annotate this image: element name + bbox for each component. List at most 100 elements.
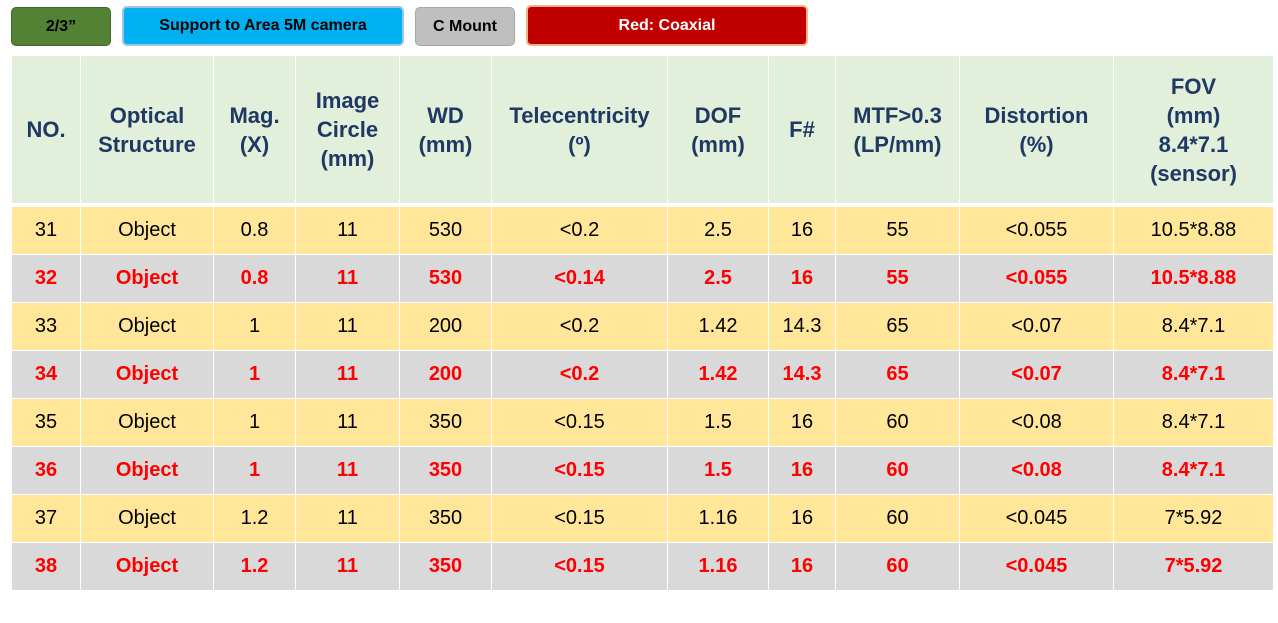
optical-structure-cell: Object (80, 302, 214, 351)
table-row: 33 Object 1 11 200 <0.2 1.42 14.3 65 <0.07 8.4*7.1 (11, 302, 1274, 351)
working-distance-cell: 200 (399, 350, 492, 399)
magnification-cell: 1 (213, 398, 296, 447)
fov-cell: 7*5.92 (1113, 494, 1274, 543)
distortion-cell: <0.045 (959, 494, 1114, 543)
no-cell: 37 (11, 494, 81, 543)
dof-cell: 1.5 (667, 398, 769, 447)
fov-cell: 8.4*7.1 (1113, 302, 1274, 351)
mtf-cell: 55 (835, 204, 960, 255)
dof-cell: 1.42 (667, 350, 769, 399)
distortion-cell: <0.07 (959, 302, 1114, 351)
telecentricity-cell: <0.15 (491, 398, 668, 447)
header-line: Optical (109, 102, 185, 128)
header-line: MTF>0.3 (853, 102, 942, 128)
magnification-cell: 1 (213, 350, 296, 399)
header-working-distance: WD (mm) (399, 55, 492, 207)
header-line: Telecentricity (509, 102, 650, 128)
working-distance-cell: 530 (399, 254, 492, 303)
image-circle-cell: 11 (295, 446, 400, 495)
working-distance-cell: 200 (399, 302, 492, 351)
fov-cell: 8.4*7.1 (1113, 350, 1274, 399)
header-distortion: Distortion (%) (959, 55, 1114, 207)
header-line: (LP/mm) (853, 131, 942, 157)
mtf-cell: 60 (835, 446, 960, 495)
header-line: (sensor) (1150, 160, 1237, 186)
header-line: (%) (1019, 131, 1054, 157)
header-line: NO. (26, 117, 66, 142)
header-depth-of-field: DOF (mm) (667, 55, 769, 207)
magnification-cell: 0.8 (213, 204, 296, 255)
magnification-cell: 1 (213, 302, 296, 351)
f-number-cell: 16 (768, 254, 836, 303)
mtf-cell: 55 (835, 254, 960, 303)
table-row: 35 Object 1 11 350 <0.15 1.5 16 60 <0.08 8.4*7.1 (11, 398, 1274, 447)
telecentricity-cell: <0.14 (491, 254, 668, 303)
header-line: (mm) (418, 131, 473, 157)
mtf-cell: 65 (835, 350, 960, 399)
lens-spec-table: NO. Optical Structure Mag. (X) Image Circle (mm… (11, 55, 1274, 591)
table-row-coaxial: 32 Object 0.8 11 530 <0.14 2.5 16 55 <0.055 10.5*8… (11, 254, 1274, 303)
image-circle-cell: 11 (295, 494, 400, 543)
no-cell: 31 (11, 204, 81, 255)
image-circle-cell: 11 (295, 542, 400, 591)
header-line: (X) (239, 131, 270, 157)
header-line: Mag. (229, 102, 280, 128)
header-line: DOF (694, 102, 742, 128)
header-no: NO. (11, 55, 81, 207)
header-line: Image (315, 88, 380, 113)
telecentricity-cell: <0.2 (491, 350, 668, 399)
camera-support-tag: Support to Area 5M camera (122, 6, 404, 46)
fov-cell: 8.4*7.1 (1113, 446, 1274, 495)
telecentricity-cell: <0.2 (491, 204, 668, 255)
no-cell: 36 (11, 446, 81, 495)
distortion-cell: <0.08 (959, 398, 1114, 447)
sensor-size-tag: 2/3” (11, 7, 111, 46)
no-cell: 34 (11, 350, 81, 399)
distortion-cell: <0.055 (959, 204, 1114, 255)
header-magnification: Mag. (X) (213, 55, 296, 207)
distortion-cell: <0.055 (959, 254, 1114, 303)
table-header: NO. Optical Structure Mag. (X) Image Circle (mm… (11, 55, 1274, 207)
dof-cell: 1.42 (667, 302, 769, 351)
fov-cell: 10.5*8.88 (1113, 254, 1274, 303)
telecentricity-cell: <0.2 (491, 302, 668, 351)
dof-cell: 2.5 (667, 204, 769, 255)
working-distance-cell: 350 (399, 494, 492, 543)
image-circle-cell: 11 (295, 204, 400, 255)
header-mtf: MTF>0.3 (LP/mm) (835, 55, 960, 207)
header-line: Structure (98, 131, 196, 157)
header-line: (mm) (691, 131, 745, 157)
table-row: 31 Object 0.8 11 530 <0.2 2.5 16 55 <0.055 10.5*8.… (11, 204, 1274, 255)
dof-cell: 2.5 (667, 254, 769, 303)
header-line: (º) (568, 131, 591, 157)
header-line: WD (427, 102, 464, 128)
header-f-number: F# (768, 55, 836, 207)
magnification-cell: 1 (213, 446, 296, 495)
f-number-cell: 14.3 (768, 302, 836, 351)
header-telecentricity: Telecentricity (º) (491, 55, 668, 207)
working-distance-cell: 530 (399, 204, 492, 255)
distortion-cell: <0.08 (959, 446, 1114, 495)
header-image-circle: Image Circle (mm) (295, 55, 400, 207)
image-circle-cell: 11 (295, 350, 400, 399)
mtf-cell: 60 (835, 542, 960, 591)
fov-cell: 10.5*8.88 (1113, 204, 1274, 255)
no-cell: 32 (11, 254, 81, 303)
header-line: (mm) (1166, 102, 1221, 128)
working-distance-cell: 350 (399, 542, 492, 591)
telecentricity-cell: <0.15 (491, 446, 668, 495)
table-row: 37 Object 1.2 11 350 <0.15 1.16 16 60 <0.045 7*5.9… (11, 494, 1274, 543)
no-cell: 35 (11, 398, 81, 447)
mtf-cell: 60 (835, 494, 960, 543)
telecentricity-cell: <0.15 (491, 542, 668, 591)
telecentricity-cell: <0.15 (491, 494, 668, 543)
optical-structure-cell: Object (80, 350, 214, 399)
mtf-cell: 65 (835, 302, 960, 351)
no-cell: 38 (11, 542, 81, 591)
header-line: F# (789, 117, 815, 142)
mtf-cell: 60 (835, 398, 960, 447)
distortion-cell: <0.045 (959, 542, 1114, 591)
header-line: (mm) (320, 146, 375, 171)
f-number-cell: 16 (768, 398, 836, 447)
table-row-coaxial: 36 Object 1 11 350 <0.15 1.5 16 60 <0.08 8.4*7.1 (11, 446, 1274, 495)
